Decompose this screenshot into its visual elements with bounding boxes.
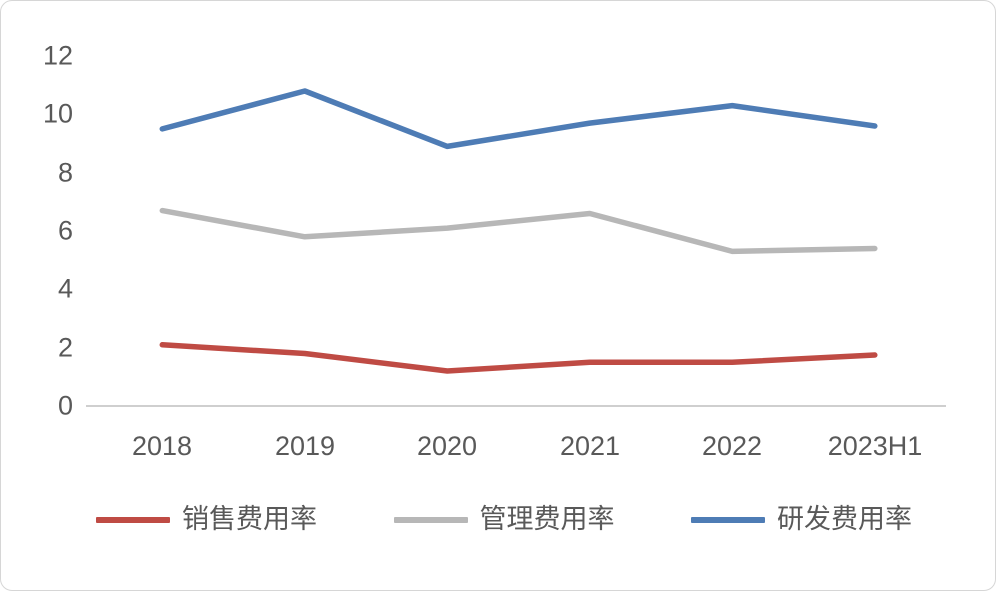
legend-label: 研发费用率 — [777, 504, 912, 534]
x-tick-label: 2020 — [416, 431, 478, 461]
x-tick-label: 2019 — [274, 431, 336, 461]
legend-label: 销售费用率 — [182, 504, 317, 534]
series-line — [159, 88, 878, 150]
legend-label: 管理费用率 — [479, 504, 615, 534]
x-tick-label: 2022 — [701, 431, 763, 461]
y-tick-label: 8 — [57, 157, 73, 188]
legend: 销售费用率 管理费用率 研发费用率 — [1, 504, 995, 534]
y-tick-label: 6 — [57, 215, 73, 246]
x-tick-label: 2021 — [559, 431, 621, 461]
admin-expense-line-swatch — [393, 516, 468, 523]
legend-item-rd-expense: 研发费用率 — [691, 506, 912, 533]
y-tick-label: 4 — [57, 273, 73, 304]
x-tick-label: 2023H1 — [827, 431, 923, 461]
series-line — [159, 207, 878, 255]
legend-item-admin-expense: 管理费用率 — [393, 504, 615, 534]
rd-expense-line-swatch — [691, 516, 765, 523]
legend-item-sales-expense: 销售费用率 — [96, 506, 317, 533]
y-tick-label: 2 — [57, 332, 73, 363]
y-tick-label: 10 — [42, 98, 73, 129]
y-tick-label: 12 — [42, 40, 73, 71]
x-tick-label: 2018 — [131, 431, 193, 461]
series-line — [159, 342, 878, 374]
sales-expense-line-swatch — [96, 516, 170, 523]
y-tick-label: 0 — [57, 390, 73, 421]
